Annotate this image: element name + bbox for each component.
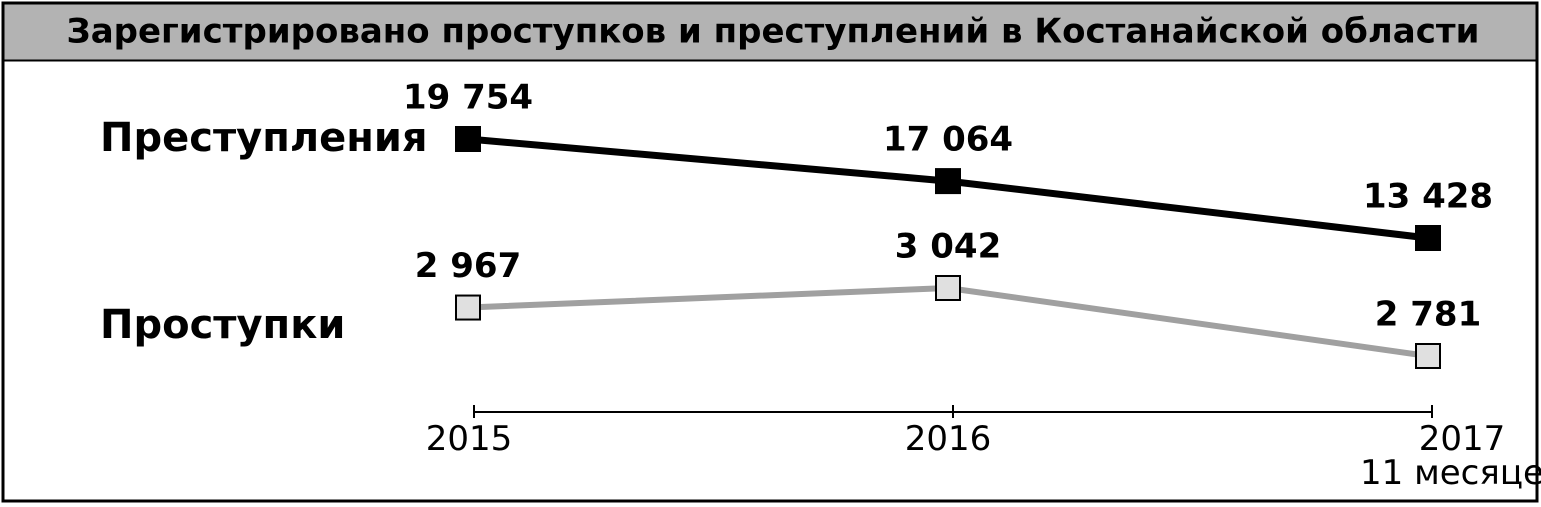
value-label: 2 967 xyxy=(415,246,521,286)
series-label: Проступки xyxy=(100,302,345,348)
marker xyxy=(1415,343,1441,369)
value-label: 17 064 xyxy=(883,120,1013,160)
value-label: 19 754 xyxy=(403,78,533,118)
x-tick-label: 2017 11 месяцев xyxy=(1360,419,1541,493)
chart-title: Зарегистрировано проступков и преступлен… xyxy=(67,12,1480,52)
value-label: 2 781 xyxy=(1375,295,1481,335)
marker xyxy=(455,294,481,321)
marker xyxy=(455,126,481,152)
series-label: Преступления xyxy=(100,115,428,161)
title-bar xyxy=(4,4,1536,61)
x-tick-label: 2016 xyxy=(904,419,992,459)
value-label: 3 042 xyxy=(895,227,1001,267)
marker xyxy=(935,275,961,301)
value-label: 13 428 xyxy=(1363,177,1493,217)
marker xyxy=(935,168,961,195)
x-tick-label: 2015 xyxy=(425,419,513,459)
marker xyxy=(1415,225,1441,251)
